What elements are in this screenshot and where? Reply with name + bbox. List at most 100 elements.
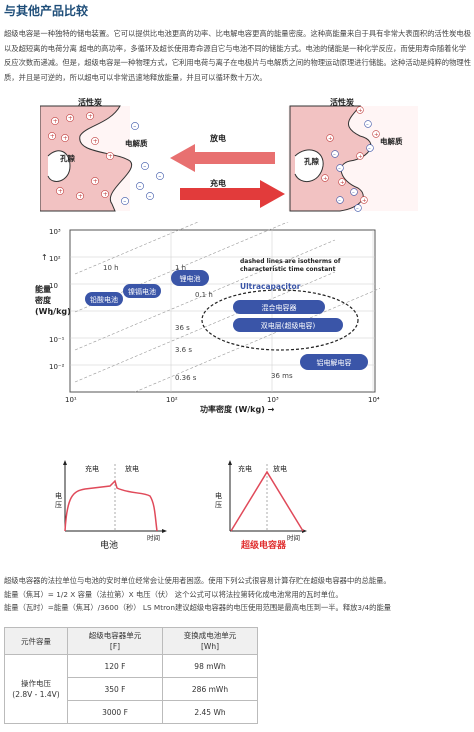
ion: [356, 152, 364, 160]
minus-sign: –: [148, 193, 151, 200]
note-line: 超级电容器的法拉单位与电池的安时单位经常会让使用者困惑。使用下列公式很容易计算存…: [4, 576, 391, 585]
right-pore-label: 孔隙: [304, 156, 319, 166]
table-cell-f: 3000 F: [67, 700, 163, 724]
right-carbon-label: 活性炭: [330, 97, 354, 107]
table-cell-wh: 286 mWh: [162, 677, 258, 701]
ion-sign: –: [366, 122, 369, 128]
battery-curve: [64, 479, 158, 532]
notes: 超级电容器的法拉单位与电池的安时单位经常会让使用者困惑。使用下列公式很容易计算存…: [4, 574, 472, 615]
capacity-table: 元件容量 超级电容器单元 [F] 变换成电池单元 [Wh] 操作电压 (2.8V - …: [4, 627, 258, 724]
charge-curves: 充电 放电 电压 时间 电池 充电 放电 电压 时间 超级电容器: [55, 460, 307, 551]
plus-ion: [91, 177, 99, 185]
ion: [372, 130, 380, 138]
time-constant-label: 3.6 s: [175, 346, 192, 354]
battery-title: 电池: [100, 539, 118, 551]
minus-ion: [136, 182, 144, 190]
ion: [356, 106, 364, 114]
battery-xlabel: 时间: [147, 533, 160, 542]
y-tick-label: 10²: [49, 255, 61, 263]
table-row: 350 F 286 mWh: [5, 677, 258, 701]
minus-sign: –: [123, 198, 126, 205]
cap-ylabel: 电压: [215, 491, 222, 509]
ion-sign: +: [374, 132, 379, 138]
ion-sign: –: [338, 198, 341, 204]
minus-ion: [156, 172, 164, 180]
ragone-xlabel: 功率密度 (W/kg) →: [200, 404, 275, 414]
ion: [336, 196, 344, 204]
x-tick-label: 10⁴: [368, 396, 380, 404]
left-pore-label: 孔隙: [60, 153, 75, 163]
ion: [364, 120, 372, 128]
cap-xlabel: 时间: [287, 533, 300, 542]
y-tick-label: 10: [49, 282, 58, 290]
plus-sign: +: [108, 153, 113, 160]
time-constant-label: 0.1 h: [195, 291, 213, 299]
ion-sign: +: [358, 108, 363, 114]
ion: [354, 204, 362, 212]
battery-ylabel: 电压: [55, 491, 62, 509]
cap-discharge-label: 放电: [273, 464, 287, 473]
y-tick-label: 10⁻¹: [49, 336, 65, 344]
ragone-region: [233, 318, 343, 332]
plus-sign: +: [68, 115, 73, 122]
ultracap-label: Ultracapacitor: [240, 282, 301, 291]
minus-sign: –: [138, 183, 141, 190]
minus-ion: [146, 192, 154, 200]
plus-ion: [51, 117, 59, 125]
x-tick-label: 10¹: [65, 396, 77, 404]
isotherm-line: [74, 222, 199, 275]
plus-sign: +: [93, 178, 98, 185]
left-electrode: + + ++ + ++++++ ––––––: [40, 105, 164, 212]
ion: [350, 188, 358, 196]
minus-ion: [141, 162, 149, 170]
ragone-region: [233, 300, 325, 314]
row-label-voltage: 操作电压 (2.8V - 1.4V): [4, 654, 68, 724]
minus-ion: [121, 197, 129, 205]
ragone-region: [171, 270, 209, 286]
plus-sign: +: [58, 188, 63, 195]
x-tick-label: 10³: [267, 396, 279, 404]
ion: [331, 150, 339, 158]
charge-arrow: [180, 180, 285, 208]
ultracap-outline: [201, 289, 359, 351]
ragone-region-label: 双电层(超级电容): [261, 321, 316, 330]
table-row: 操作电压 (2.8V - 1.4V) 120 F 98 mWh: [4, 654, 258, 724]
plus-ion: [56, 187, 64, 195]
minus-sign: –: [133, 123, 136, 130]
ragone-region-label: 铝电解电容: [317, 358, 352, 367]
ion: [326, 134, 334, 142]
table-row: 3000 F 2.45 Wh: [5, 700, 258, 724]
table-cell-wh: 98 mWh: [162, 654, 258, 678]
plus-ion: [66, 114, 74, 122]
table-cell-f: 350 F: [67, 677, 163, 701]
page-title: 与其他产品比较: [4, 4, 89, 18]
cap-charge-label: 充电: [238, 464, 252, 473]
y-tick-label: 10³: [49, 228, 61, 236]
ragone-note-line1: dashed lines are isotherms of: [240, 258, 341, 265]
ion-sign: +: [328, 136, 333, 142]
plus-ion: [61, 134, 69, 142]
time-constant-label: 36 s: [175, 324, 190, 332]
ion: [336, 164, 344, 172]
ragone-region-label: 锂电池: [180, 274, 201, 283]
ragone-note-line2: characteristic time constant: [240, 266, 336, 273]
header-capacity: 元件容量: [4, 627, 68, 655]
right-electrolyte-label: 电解质: [380, 136, 403, 146]
minus-ion: [131, 122, 139, 130]
table-header-row: 元件容量 超级电容器单元 [F] 变换成电池单元 [Wh]: [4, 627, 258, 655]
plus-ion: [101, 190, 109, 198]
left-carbon-label: 活性炭: [78, 97, 102, 107]
plus-ion: [106, 152, 114, 160]
ion-sign: –: [352, 190, 355, 196]
plus-ion: [48, 132, 56, 140]
table-cell-f: 120 F: [67, 654, 163, 678]
ragone-ylabel: 能量 密度 (Wh/kg): [35, 284, 71, 316]
ion-sign: +: [358, 154, 363, 160]
plus-sign: +: [63, 135, 68, 142]
plus-sign: +: [103, 191, 108, 198]
table-cell-wh: 2.45 Wh: [162, 700, 258, 724]
ion-sign: –: [338, 166, 341, 172]
ragone-region-label: 镍镉电池: [128, 287, 156, 296]
note-line: 能量（瓦时）=能量（焦耳）/3600（秒） LS Mtron建议超级电容器的电压…: [4, 603, 392, 612]
ion: [321, 174, 329, 182]
